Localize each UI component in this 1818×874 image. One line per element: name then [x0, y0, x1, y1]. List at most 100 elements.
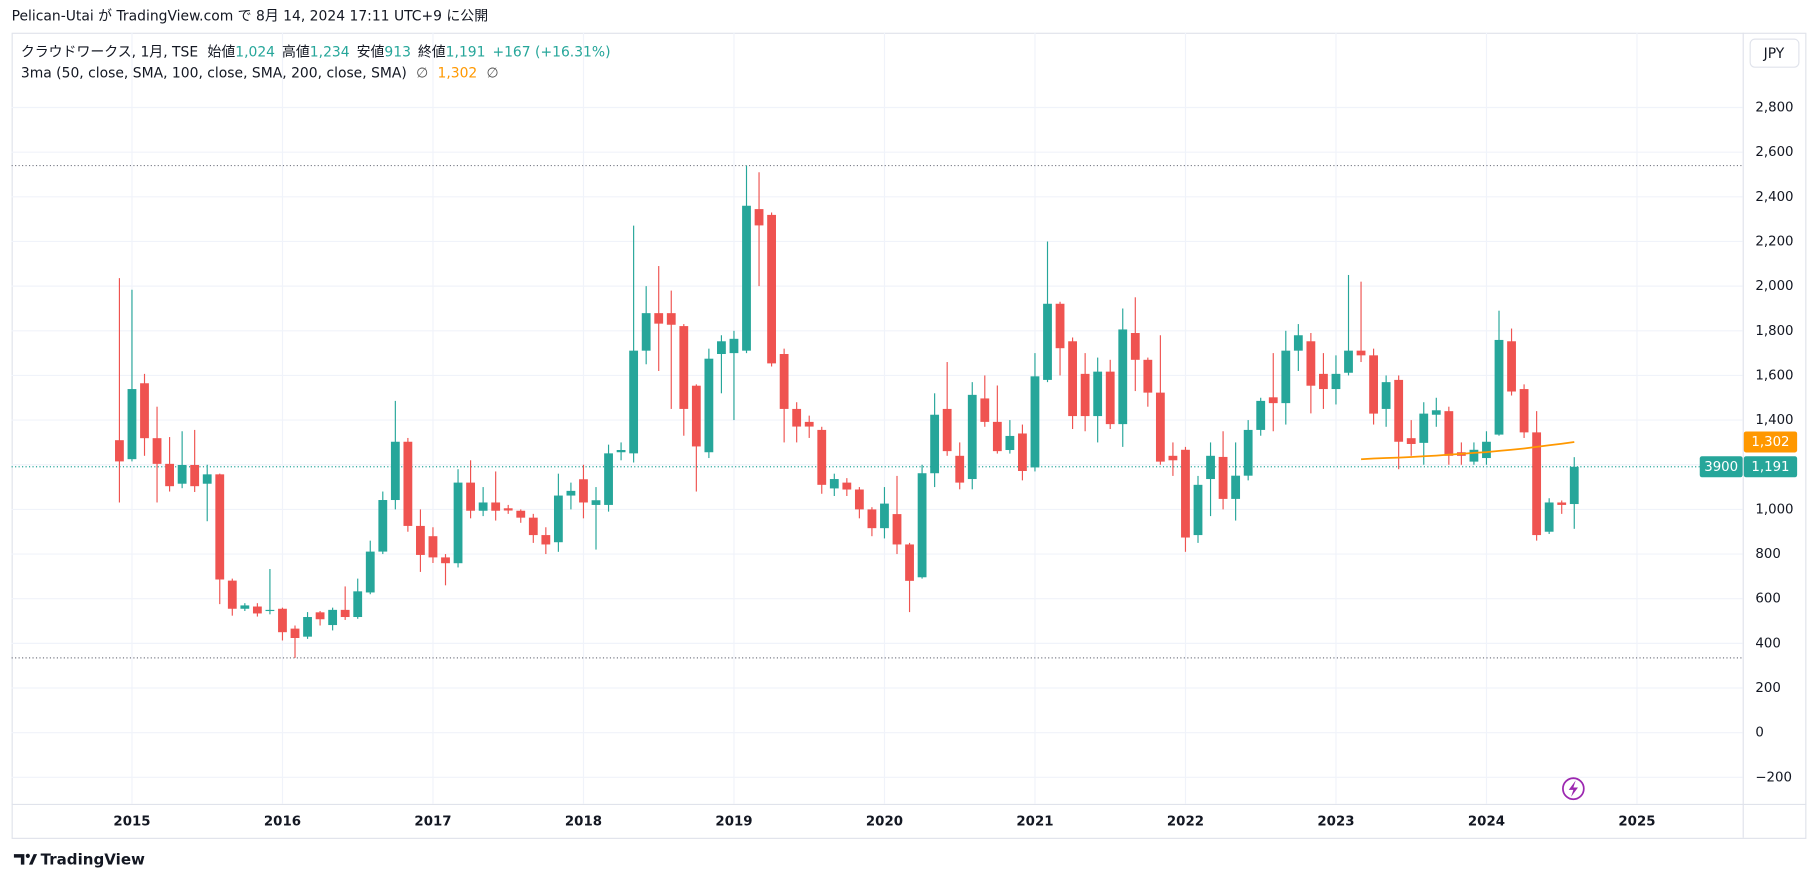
candle-body — [1080, 373, 1090, 417]
candle-body — [1544, 502, 1554, 532]
plot — [11, 164, 1743, 659]
candle-body — [867, 509, 877, 529]
candle-body — [240, 605, 250, 609]
candle-body — [917, 473, 927, 578]
y-tick-label: 1,400 — [1755, 413, 1793, 428]
last-price-label: 1,191 — [1751, 460, 1789, 475]
currency-button[interactable] — [1749, 38, 1800, 68]
y-tick-label: 2,800 — [1755, 100, 1793, 115]
x-tick-label: 2025 — [1618, 814, 1655, 829]
currency[interactable]: JPY — [1763, 46, 1785, 62]
candle-body — [541, 535, 551, 545]
candle-body — [390, 441, 400, 501]
candle-body — [1344, 350, 1353, 373]
candle-body — [654, 313, 664, 324]
candle-body — [1231, 475, 1241, 499]
x-tick-label: 2016 — [264, 814, 301, 829]
candle-body — [1293, 335, 1303, 351]
candle-body — [579, 479, 588, 503]
candle-body — [691, 385, 701, 447]
candle-body — [1005, 435, 1015, 451]
candle-body — [1068, 341, 1077, 417]
candle-body — [804, 421, 814, 427]
publish-line: Pelican-Utai が TradingView.com で 8月 14, … — [12, 8, 489, 24]
candle-body — [1193, 484, 1203, 536]
candle-body — [1331, 373, 1341, 390]
candle-body — [252, 606, 262, 614]
indicator-value: ∅ — [487, 66, 499, 82]
candle-body — [1256, 400, 1266, 430]
ohlc-value: 1,234 — [310, 45, 350, 61]
candle-body — [553, 495, 563, 543]
x-tick-label: 2023 — [1317, 814, 1354, 829]
candle-body — [1431, 410, 1441, 415]
candle-body — [315, 612, 325, 620]
change: +167 (+16.31%) — [492, 45, 610, 61]
candle-body — [717, 341, 726, 355]
ohlc-value: 913 — [384, 45, 411, 61]
candle-body — [215, 474, 225, 580]
candle-body — [817, 429, 827, 485]
indicator-name: 3ma (50, close, SMA, 100, close, SMA, 20… — [21, 66, 407, 82]
y-tick-label: 1,800 — [1755, 324, 1793, 339]
candle-body — [1243, 429, 1253, 476]
x-tick-label: 2024 — [1468, 814, 1505, 829]
last-price-tag — [1743, 456, 1798, 478]
ticker-label: 3900 — [1704, 460, 1738, 475]
candle-body — [616, 450, 626, 453]
candle-body — [892, 514, 902, 545]
y-tick-label: 2,600 — [1755, 145, 1793, 160]
y-tick-label: 800 — [1755, 547, 1780, 562]
candle-body — [1507, 341, 1516, 392]
x-tick-label: 2020 — [866, 814, 903, 829]
candle-body — [478, 502, 488, 511]
candle-body — [491, 502, 501, 511]
candle-body — [1055, 303, 1065, 349]
candle-body — [290, 628, 300, 639]
x-tick-label: 2019 — [715, 814, 752, 829]
candle-body — [1206, 455, 1215, 480]
candle-body — [1268, 397, 1278, 404]
ma-price-label: 1,302 — [1751, 435, 1789, 450]
candle-body — [1018, 433, 1027, 471]
candle-body — [1130, 333, 1140, 360]
y-tick-label: 600 — [1755, 592, 1780, 607]
candle-body — [303, 617, 312, 637]
ohlc-label: 始値 — [207, 45, 235, 61]
candle-body — [1030, 376, 1040, 468]
candle-body — [1381, 382, 1391, 409]
candle-body — [1494, 339, 1504, 435]
candle-body — [854, 489, 864, 510]
candle-body — [930, 414, 940, 474]
candle-body — [1043, 303, 1052, 380]
y-tick-label: −200 — [1755, 770, 1792, 785]
legend-line: クラウドワークス, 1月, TSE 始値1,024 高値1,234 安値913 終値1,… — [21, 44, 611, 61]
moving-average — [1361, 441, 1575, 461]
candle-body — [1557, 502, 1567, 505]
candle-body — [754, 209, 764, 226]
candle-body — [1168, 455, 1178, 461]
candle-body — [955, 455, 965, 483]
y-tick-label: 2,000 — [1755, 279, 1793, 294]
indicator-line: 3ma (50, close, SMA, 100, close, SMA, 20… — [21, 66, 499, 82]
candle-body — [1218, 456, 1228, 499]
candle-body — [641, 313, 651, 351]
x-tick-label: 2017 — [414, 814, 451, 829]
candle-body — [767, 214, 776, 364]
candle-body — [1319, 373, 1328, 390]
candle-body — [1105, 371, 1115, 425]
candle-body — [905, 544, 914, 581]
lightning-icon[interactable] — [1562, 777, 1585, 801]
y-tick-label: 0 — [1755, 726, 1763, 741]
candle-body — [140, 383, 149, 439]
ticker-tag — [1699, 456, 1743, 478]
candle-body — [679, 326, 689, 409]
candle-body — [278, 608, 287, 633]
candle-body — [1093, 371, 1103, 417]
candle-body — [1155, 392, 1165, 462]
candle-body — [1444, 411, 1454, 456]
candle-body — [1532, 432, 1542, 536]
candle-body — [403, 441, 413, 526]
ohlc-value: 1,024 — [235, 45, 275, 61]
